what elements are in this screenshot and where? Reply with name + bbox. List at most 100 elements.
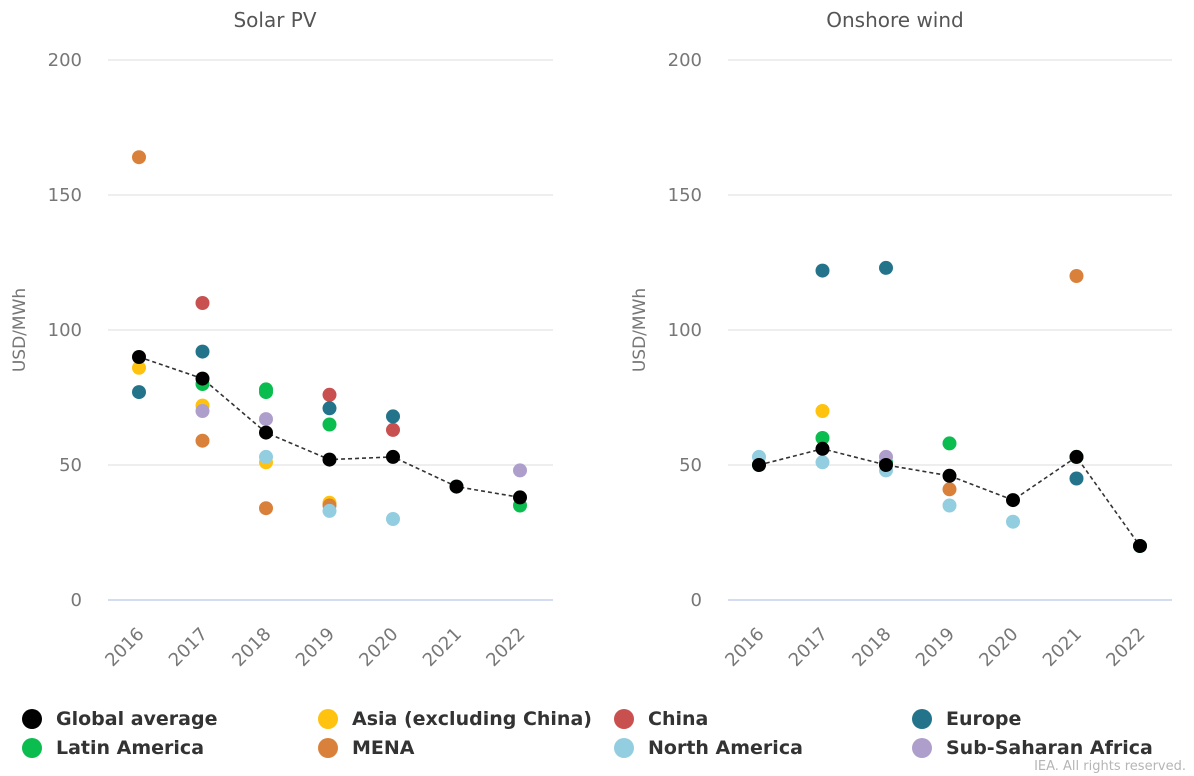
x-tick-label: 2022 xyxy=(482,624,529,671)
credit-text: IEA. All rights reserved. xyxy=(1034,759,1186,774)
y-tick-label: 0 xyxy=(71,590,82,611)
y-tick-label: 200 xyxy=(668,50,702,71)
legend-item: Global average xyxy=(22,706,217,732)
x-tick-label: 2019 xyxy=(292,624,339,671)
data-point-global-average xyxy=(449,479,464,494)
data-point-north-america xyxy=(942,498,957,513)
chart-title: Solar PV xyxy=(233,8,316,32)
charts-area: Solar PV 0 50 100 150 200 USD/MWh 2016 2017 2018 2… xyxy=(10,8,1172,671)
data-point-europe xyxy=(879,260,893,275)
x-tick-label: 2019 xyxy=(912,624,959,671)
legend-item: Latin America xyxy=(22,735,204,761)
y-tick-label: 0 xyxy=(691,590,702,611)
data-point-sub-saharan-africa xyxy=(513,463,527,478)
data-point-china xyxy=(386,422,400,437)
data-point-europe xyxy=(195,344,210,359)
legend-swatch xyxy=(22,738,42,758)
legend-swatch xyxy=(318,709,338,729)
data-point-sub-saharan-africa xyxy=(195,404,210,418)
x-tick-label: 2020 xyxy=(975,624,1022,671)
legend-label: MENA xyxy=(352,737,415,759)
x-tick-label: 2017 xyxy=(165,624,212,671)
y-tick-label: 200 xyxy=(48,50,82,71)
y-axis-label: USD/MWh xyxy=(630,288,650,372)
legend-item: MENA xyxy=(318,735,415,761)
y-tick-label: 100 xyxy=(48,320,82,341)
x-tick-label: 2022 xyxy=(1102,624,1149,671)
data-point-global-average xyxy=(815,441,830,456)
data-point-global-average xyxy=(386,449,400,464)
data-point-north-america xyxy=(322,503,337,518)
legend-label: Europe xyxy=(946,708,1022,730)
data-point-global-average xyxy=(195,371,210,386)
data-point-north-america xyxy=(259,449,273,464)
legend-label: Latin America xyxy=(56,737,205,759)
y-tick-label: 150 xyxy=(668,185,702,206)
x-tick-label: 2021 xyxy=(419,624,466,671)
x-tick-label: 2021 xyxy=(1039,624,1086,671)
chart-panel-1: Onshore wind 0 50 100 150 200 USD/MWh 2016 2017 2… xyxy=(630,8,1172,671)
data-point-mena xyxy=(195,433,210,448)
x-tick-label: 2016 xyxy=(721,624,768,671)
y-tick-label: 50 xyxy=(679,455,702,476)
legend-item: Sub-Saharan Africa xyxy=(912,735,1153,761)
data-point-global-average xyxy=(1006,493,1020,508)
data-point-latin-america xyxy=(942,436,957,451)
y-tick-label: 100 xyxy=(668,320,702,341)
data-point-north-america xyxy=(815,455,830,470)
data-point-europe xyxy=(386,409,400,424)
x-tick-label: 2016 xyxy=(101,624,148,671)
data-point-europe xyxy=(815,263,830,278)
data-point-global-average xyxy=(1133,539,1147,553)
x-tick-label: 2020 xyxy=(355,624,402,671)
legend-swatch xyxy=(912,738,932,758)
legend-label: Asia (excluding China) xyxy=(352,708,592,730)
data-point-global-average xyxy=(879,458,893,472)
data-point-north-america xyxy=(386,512,400,526)
legend-swatch xyxy=(614,738,634,758)
y-tick-label: 150 xyxy=(48,185,82,206)
legend-item: China xyxy=(614,706,708,732)
legend-swatch xyxy=(318,738,338,758)
legend-label: China xyxy=(648,708,709,730)
y-axis-label: USD/MWh xyxy=(10,288,30,372)
legend-swatch xyxy=(22,709,42,729)
legend-swatch xyxy=(912,709,932,729)
data-point-mena xyxy=(132,150,146,165)
x-tick-label: 2018 xyxy=(228,624,275,671)
chart-title: Onshore wind xyxy=(826,8,963,32)
legend: Global average Asia (excluding China) Chin… xyxy=(22,706,1182,762)
legend-label: Sub-Saharan Africa xyxy=(946,737,1153,759)
legend-swatch xyxy=(614,709,634,729)
data-point-global-average xyxy=(259,425,273,440)
data-point-mena xyxy=(1069,269,1084,283)
data-point-sub-saharan-africa xyxy=(259,412,273,427)
data-point-asia-excluding-china xyxy=(815,404,830,418)
data-point-global-average xyxy=(942,468,957,483)
legend-label: Global average xyxy=(56,708,218,730)
data-point-latin-america xyxy=(322,417,337,432)
data-point-north-america xyxy=(1006,514,1020,529)
x-tick-label: 2017 xyxy=(785,624,832,671)
legend-label: North America xyxy=(648,737,803,759)
legend-item: Asia (excluding China) xyxy=(318,706,592,732)
data-point-china xyxy=(195,296,210,310)
legend-item: North America xyxy=(614,735,803,761)
data-point-asia-excluding-china xyxy=(132,360,146,375)
data-point-global-average xyxy=(322,452,337,467)
x-tick-label: 2018 xyxy=(848,624,895,671)
data-point-mena xyxy=(942,482,957,497)
data-point-china xyxy=(322,387,337,402)
data-point-latin-america xyxy=(259,385,273,400)
chart-panel-0: Solar PV 0 50 100 150 200 USD/MWh 2016 2017 2018 2… xyxy=(10,8,553,671)
data-point-global-average xyxy=(752,458,766,472)
legend-item: Europe xyxy=(912,706,1021,732)
data-point-mena xyxy=(259,501,273,516)
data-point-europe xyxy=(322,401,337,416)
data-point-europe xyxy=(1069,471,1084,486)
data-point-global-average xyxy=(132,350,146,364)
data-point-global-average xyxy=(513,490,527,505)
data-point-global-average xyxy=(1069,449,1084,464)
data-point-europe xyxy=(132,385,146,400)
data-point-latin-america xyxy=(815,431,830,445)
